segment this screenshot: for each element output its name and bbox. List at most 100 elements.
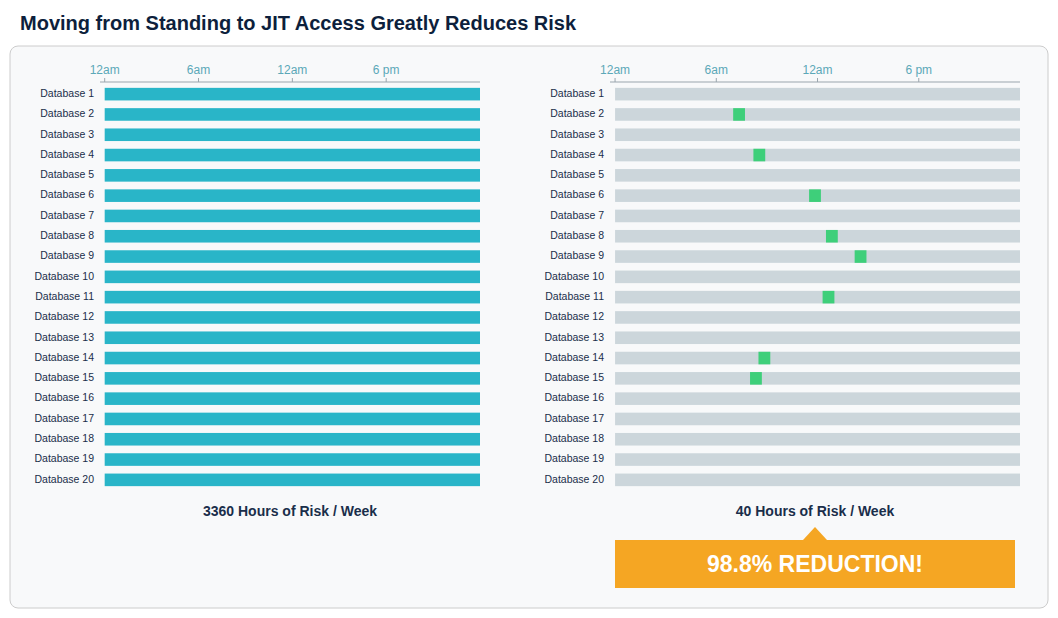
- category-label: Database 15: [544, 371, 604, 383]
- bars: [105, 88, 480, 486]
- category-label: Database 11: [35, 290, 94, 302]
- banner-pointer: [803, 527, 827, 540]
- category-label: Database 8: [550, 229, 604, 241]
- chart-title: Moving from Standing to JIT Access Great…: [20, 12, 577, 34]
- bar: [615, 250, 1020, 263]
- bars: [615, 88, 1020, 486]
- category-label: Database 18: [34, 432, 94, 444]
- category-label: Database 16: [34, 391, 94, 403]
- category-label: Database 18: [544, 432, 604, 444]
- category-label: Database 10: [544, 270, 604, 282]
- bar: [826, 230, 838, 243]
- category-label: Database 13: [34, 331, 94, 343]
- tick-label: 12am: [600, 63, 630, 77]
- category-label: Database 5: [40, 168, 94, 180]
- category-label: Database 4: [550, 148, 604, 160]
- category-label: Database 17: [34, 412, 94, 424]
- bar: [615, 169, 1020, 182]
- bar: [105, 271, 480, 284]
- bar: [105, 210, 480, 223]
- bar: [615, 210, 1020, 223]
- axis-label: 3360 Hours of Risk / Week: [203, 503, 377, 519]
- category-label: Database 16: [544, 391, 604, 403]
- bar: [615, 413, 1020, 426]
- bar: [615, 474, 1020, 487]
- category-label: Database 4: [40, 148, 94, 160]
- bar: [615, 128, 1020, 141]
- bar: [615, 108, 1020, 121]
- bar: [105, 392, 480, 405]
- category-label: Database 6: [550, 188, 604, 200]
- bar: [105, 331, 480, 344]
- bar: [105, 474, 480, 487]
- category-label: Database 14: [34, 351, 94, 363]
- bar: [615, 352, 1020, 365]
- category-label: Database 8: [40, 229, 94, 241]
- category-label: Database 9: [550, 249, 604, 261]
- bar: [615, 311, 1020, 324]
- annotation: 98.8% REDUCTION!: [707, 551, 923, 577]
- bar: [615, 392, 1020, 405]
- bar: [105, 230, 480, 243]
- bar: [105, 291, 480, 304]
- bar: [615, 271, 1020, 284]
- bar: [105, 413, 480, 426]
- category-label: Database 17: [544, 412, 604, 424]
- bar: [105, 169, 480, 182]
- tick-label: 12am: [803, 63, 833, 77]
- bar: [105, 372, 480, 385]
- category-label: Database 2: [40, 107, 94, 119]
- chart-root: Moving from Standing to JIT Access Great…: [0, 0, 1058, 618]
- category-label: Database 7: [550, 209, 604, 221]
- tick-label: 6 pm: [905, 63, 932, 77]
- bar: [615, 291, 1020, 304]
- tick-mark: [716, 78, 717, 82]
- category-label: Database 12: [544, 310, 604, 322]
- bar: [753, 149, 765, 162]
- tick-mark: [198, 78, 199, 82]
- category-label: Database 19: [34, 452, 94, 464]
- category-label: Database 19: [544, 452, 604, 464]
- category-label: Database 15: [34, 371, 94, 383]
- axis-line: [610, 82, 1020, 83]
- category-label: Database 20: [34, 473, 94, 485]
- bar: [615, 372, 1020, 385]
- category-label: Database 5: [550, 168, 604, 180]
- category-label: Database 3: [550, 128, 604, 140]
- tick-label: 6 pm: [373, 63, 400, 77]
- bar: [615, 189, 1020, 202]
- bar: [615, 88, 1020, 101]
- bar: [105, 149, 480, 162]
- tick-mark: [817, 78, 818, 82]
- banner: [615, 540, 1015, 588]
- bar: [615, 453, 1020, 466]
- category-label: Database 3: [40, 128, 94, 140]
- category-label: Database 13: [544, 331, 604, 343]
- tick-label: 12am: [277, 63, 307, 77]
- category-label: Database 11: [545, 290, 604, 302]
- axis-label: 40 Hours of Risk / Week: [736, 503, 895, 519]
- bar: [105, 352, 480, 365]
- bar: [105, 108, 480, 121]
- tick-label: 6am: [705, 63, 728, 77]
- category-label: Database 7: [40, 209, 94, 221]
- bar: [105, 189, 480, 202]
- tick-mark: [615, 78, 616, 82]
- bar: [758, 352, 770, 365]
- bar: [105, 88, 480, 101]
- category-label: Database 9: [40, 249, 94, 261]
- bar: [615, 149, 1020, 162]
- tick-mark: [918, 78, 919, 82]
- bar: [105, 250, 480, 263]
- bar: [809, 189, 821, 202]
- category-label: Database 10: [34, 270, 94, 282]
- bar: [615, 433, 1020, 446]
- bar: [750, 372, 762, 385]
- bar: [105, 453, 480, 466]
- bar: [615, 331, 1020, 344]
- tick-label: 12am: [90, 63, 120, 77]
- category-label: Database 12: [34, 310, 94, 322]
- category-label: Database 1: [40, 87, 94, 99]
- category-label: Database 2: [550, 107, 604, 119]
- category-label: Database 6: [40, 188, 94, 200]
